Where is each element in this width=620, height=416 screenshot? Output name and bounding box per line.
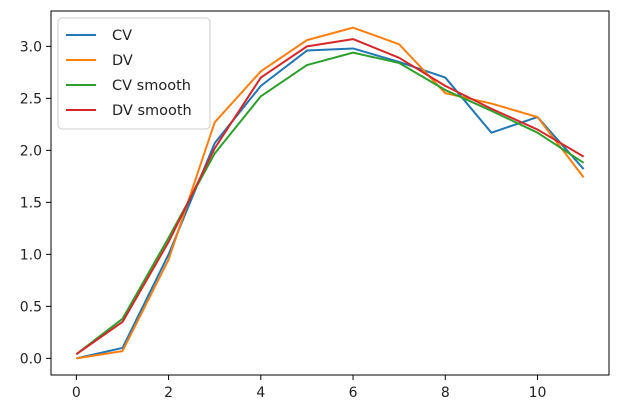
- series-line-cv-smooth: [75, 51, 585, 355]
- series-line-dv-smooth: [75, 38, 585, 356]
- x-tick-label: 0: [72, 385, 81, 401]
- legend-label-dv: DV: [112, 53, 133, 69]
- x-tick-label: 2: [164, 385, 173, 401]
- y-tick-label: 0.0: [20, 351, 42, 367]
- x-tick-label: 10: [529, 385, 547, 401]
- y-tick-label: 1.0: [20, 247, 42, 263]
- y-axis: 0.0 0.5 1.0 1.5 2.0 2.5 3.0: [20, 39, 51, 367]
- legend-label-dv-smooth: DV smooth: [112, 103, 192, 119]
- y-tick-label: 2.0: [20, 143, 42, 159]
- series-line-dv: [76, 26, 585, 360]
- x-tick-label: 4: [256, 385, 265, 401]
- legend-box: [57, 17, 211, 130]
- y-tick-label: 1.5: [20, 195, 42, 211]
- series-lines: [75, 26, 585, 360]
- x-tick-label: 8: [441, 385, 450, 401]
- y-tick-label: 0.5: [20, 299, 42, 315]
- plot-frame: [50, 10, 610, 376]
- y-tick-label: 3.0: [20, 39, 42, 55]
- x-axis: 0 2 4 6 8 10: [72, 375, 547, 401]
- y-tick-label: 2.5: [20, 91, 42, 107]
- legend-label-cv: CV: [112, 28, 132, 44]
- legend: CV DV CV smooth DV smooth: [57, 17, 211, 130]
- series-line-cv: [76, 47, 585, 360]
- legend-label-cv-smooth: CV smooth: [112, 78, 191, 94]
- x-tick-label: 6: [349, 385, 358, 401]
